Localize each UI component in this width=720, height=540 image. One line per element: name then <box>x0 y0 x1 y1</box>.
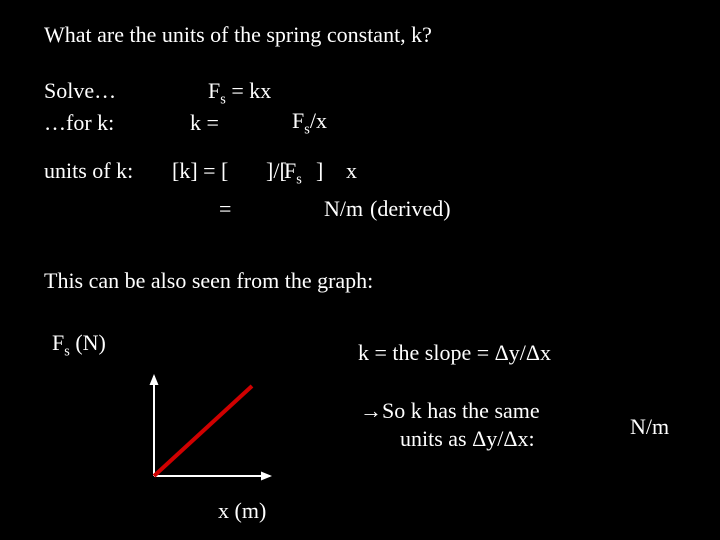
eq2-rest: /x <box>310 108 327 133</box>
graph-svg <box>142 368 282 488</box>
x-axis-label: x (m) <box>218 498 266 524</box>
eq3-close: ] <box>316 158 323 184</box>
eq2-f: F <box>292 108 304 133</box>
eq1-f: F <box>208 78 220 103</box>
eq3-fs: Fs <box>284 158 302 188</box>
slope-text: k = the slope = Δy/Δx <box>358 340 551 366</box>
eq1-rest: = kx <box>226 78 271 103</box>
eq4-nm: N/m <box>324 196 363 222</box>
fork-label: …for k: <box>44 110 114 136</box>
graph-intro: This can be also seen from the graph: <box>44 268 373 294</box>
eq3-x: x <box>346 158 357 184</box>
eq3-lhs: [k] = [ <box>172 158 228 184</box>
final-nm: N/m <box>630 414 669 440</box>
arrow-icon: → <box>360 398 382 423</box>
eq4-eq: = <box>219 196 231 222</box>
ylabel-f: F <box>52 330 64 355</box>
so-line1: So k has the same <box>382 398 540 423</box>
units-label: units of k: <box>44 158 133 184</box>
graph <box>142 368 282 488</box>
title: What are the units of the spring constan… <box>44 22 432 48</box>
eq-fs-kx: Fs = kx <box>208 78 271 108</box>
eq-fs-over-x: Fs/x <box>292 108 327 138</box>
eq3-sub: s <box>296 171 302 187</box>
eq4-derived: (derived) <box>370 196 451 222</box>
eq-k-eq: k = <box>190 110 219 136</box>
y-axis-label: Fs (N) <box>52 330 106 360</box>
eq3-f: F <box>284 158 296 183</box>
so-line2: units as Δy/Δx: <box>400 426 535 452</box>
solve-label: Solve… <box>44 78 116 104</box>
ylabel-unit: (N) <box>70 330 106 355</box>
so-block: →So k has the same <box>360 398 540 424</box>
